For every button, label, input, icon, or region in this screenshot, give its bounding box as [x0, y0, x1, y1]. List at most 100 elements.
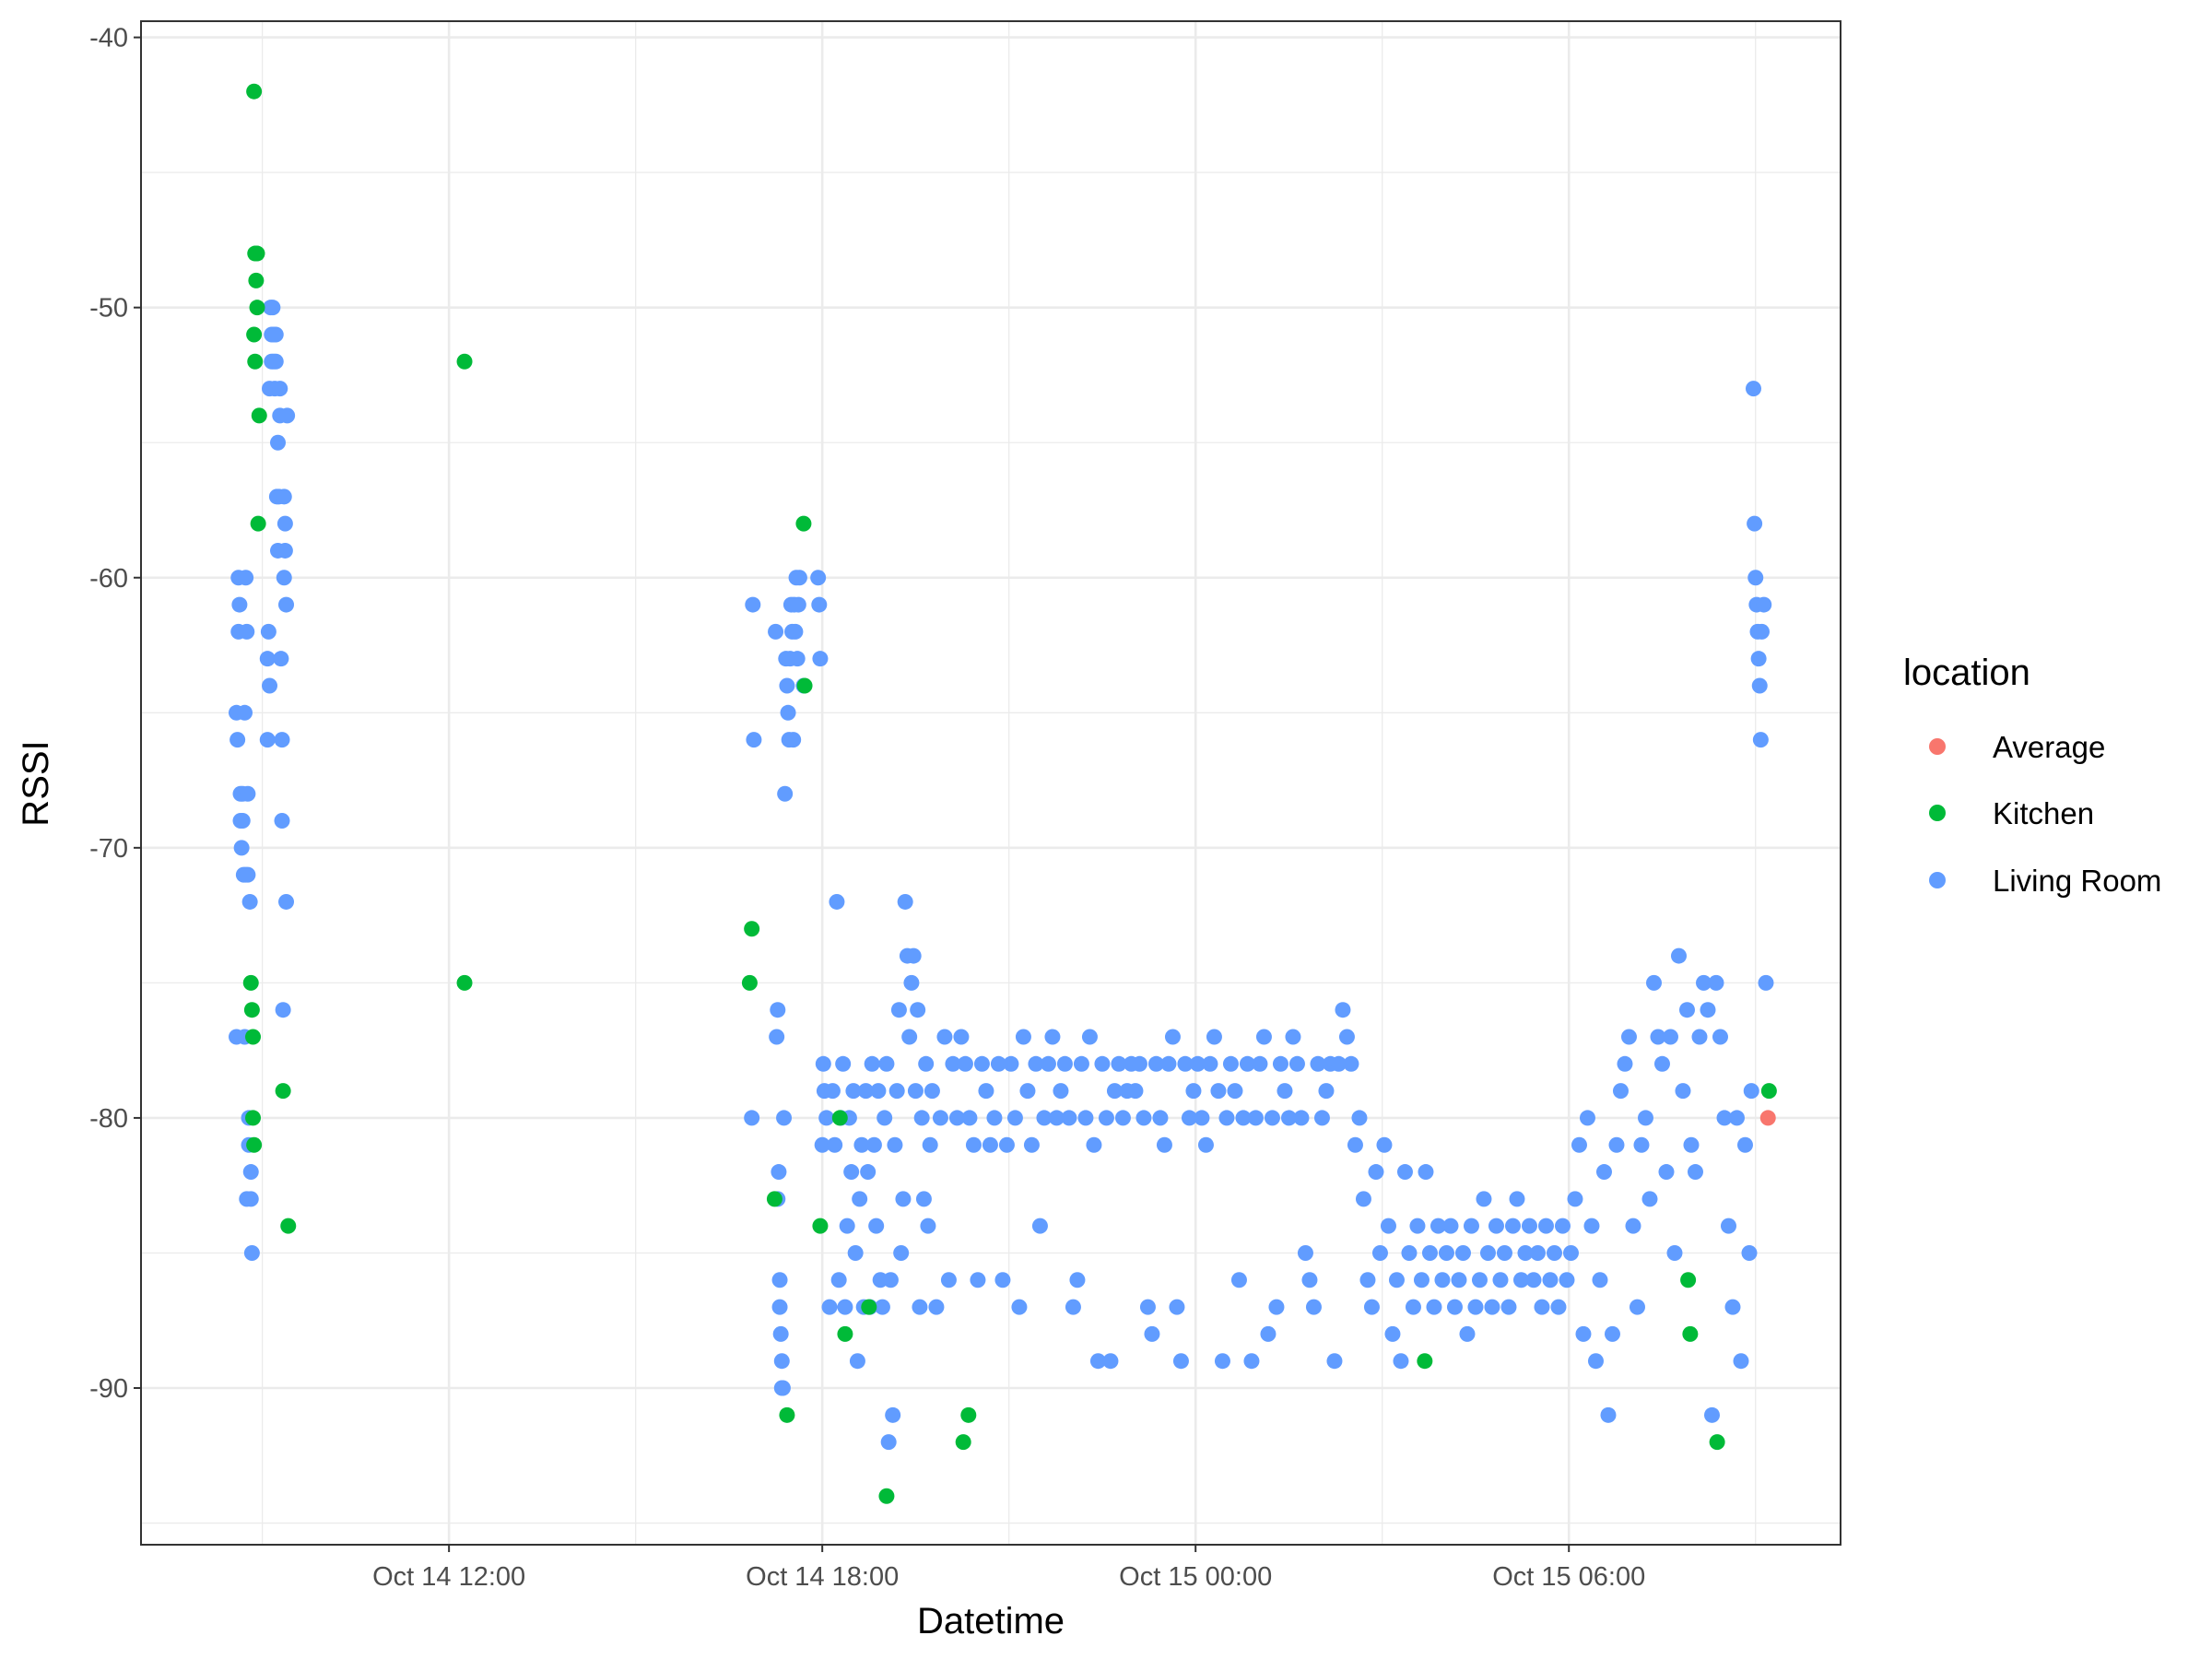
point-living-room — [1708, 974, 1724, 991]
point-living-room — [853, 1136, 870, 1153]
point-living-room — [922, 1136, 938, 1153]
point-living-room — [1620, 1029, 1637, 1045]
point-living-room — [1430, 1218, 1446, 1234]
point-living-room — [1600, 1406, 1617, 1423]
point-kitchen — [248, 272, 265, 288]
point-living-room — [907, 1083, 924, 1100]
point-kitchen — [766, 1191, 782, 1207]
point-living-room — [1583, 1218, 1600, 1234]
point-living-room — [1218, 1110, 1235, 1126]
point-living-room — [1413, 1272, 1430, 1288]
point-living-room — [1098, 1110, 1114, 1126]
point-living-room — [1484, 1299, 1500, 1315]
point-kitchen — [247, 353, 264, 370]
point-living-room — [771, 1164, 787, 1181]
point-living-room — [745, 596, 761, 613]
point-living-room — [240, 785, 256, 802]
point-living-room — [905, 947, 922, 964]
point-living-room — [1338, 1029, 1355, 1045]
point-living-room — [880, 1434, 897, 1451]
point-kitchen — [250, 515, 266, 532]
point-living-room — [1454, 1244, 1471, 1261]
point-kitchen — [246, 326, 263, 343]
point-living-room — [1222, 1055, 1239, 1072]
point-living-room — [1479, 1244, 1496, 1261]
point-living-room — [1363, 1299, 1380, 1315]
point-living-room — [774, 1380, 791, 1396]
point-living-room — [1662, 1029, 1678, 1045]
point-living-room — [877, 1110, 893, 1126]
y-tick-label: -70 — [89, 834, 128, 864]
point-living-room — [1612, 1083, 1629, 1100]
point-living-room — [1139, 1299, 1156, 1315]
point-living-room — [1745, 381, 1761, 397]
x-tick-label: Oct 14 18:00 — [746, 1562, 899, 1592]
point-living-room — [259, 651, 276, 667]
point-living-room — [769, 1029, 785, 1045]
point-living-room — [1384, 1325, 1401, 1342]
point-living-room — [1751, 677, 1768, 694]
point-living-room — [1604, 1325, 1620, 1342]
point-living-room — [274, 732, 290, 748]
point-living-room — [874, 1299, 890, 1315]
point-living-room — [1741, 1244, 1758, 1261]
point-living-room — [887, 1136, 903, 1153]
point-living-room — [1728, 1110, 1745, 1126]
point-living-room — [1081, 1029, 1098, 1045]
point-living-room — [1562, 1244, 1579, 1261]
point-living-room — [243, 1244, 260, 1261]
legend-label-average: Average — [1993, 730, 2105, 764]
point-living-room — [827, 1136, 843, 1153]
point-living-room — [1542, 1272, 1559, 1288]
point-kitchen — [251, 407, 267, 424]
point-kitchen — [744, 921, 760, 937]
point-kitchen — [861, 1299, 877, 1315]
point-living-room — [1235, 1110, 1252, 1126]
point-living-room — [1152, 1110, 1169, 1126]
point-living-room — [1388, 1272, 1405, 1288]
point-living-room — [1343, 1055, 1359, 1072]
point-kitchen — [837, 1325, 853, 1342]
point-living-room — [273, 651, 289, 667]
y-axis-title: RSSI — [16, 740, 56, 826]
point-living-room — [1313, 1110, 1330, 1126]
point-living-room — [1114, 1110, 1131, 1126]
legend-title: location — [1903, 653, 2030, 693]
point-living-room — [901, 1029, 918, 1045]
point-kitchen — [796, 677, 813, 694]
point-living-room — [238, 570, 254, 586]
point-living-room — [1011, 1299, 1028, 1315]
point-living-room — [973, 1055, 990, 1072]
point-living-room — [278, 893, 295, 910]
point-living-room — [1106, 1083, 1123, 1100]
point-living-room — [1061, 1110, 1077, 1126]
point-living-room — [810, 570, 827, 586]
point-living-room — [790, 596, 806, 613]
point-living-room — [1438, 1244, 1454, 1261]
point-living-room — [1318, 1083, 1335, 1100]
point-living-room — [1442, 1218, 1459, 1234]
point-living-room — [961, 1110, 978, 1126]
point-living-room — [1347, 1136, 1363, 1153]
point-living-room — [274, 813, 290, 830]
point-living-room — [1695, 974, 1712, 991]
point-living-room — [1135, 1110, 1152, 1126]
point-living-room — [830, 1272, 847, 1288]
point-living-room — [744, 1110, 760, 1126]
point-living-room — [1401, 1244, 1418, 1261]
point-living-room — [837, 1299, 853, 1315]
y-tick-label: -60 — [89, 564, 128, 594]
legend-label-kitchen: Kitchen — [1993, 796, 2094, 830]
point-living-room — [1202, 1055, 1218, 1072]
point-living-room — [957, 1055, 973, 1072]
point-living-room — [1753, 623, 1770, 640]
point-living-room — [1534, 1299, 1550, 1315]
point-living-room — [1650, 1029, 1666, 1045]
point-living-room — [1036, 1110, 1053, 1126]
point-living-room — [789, 651, 806, 667]
point-kitchen — [1680, 1272, 1697, 1288]
point-living-room — [915, 1191, 932, 1207]
point-living-room — [229, 732, 246, 748]
point-living-room — [1736, 1136, 1753, 1153]
point-living-room — [1230, 1272, 1247, 1288]
